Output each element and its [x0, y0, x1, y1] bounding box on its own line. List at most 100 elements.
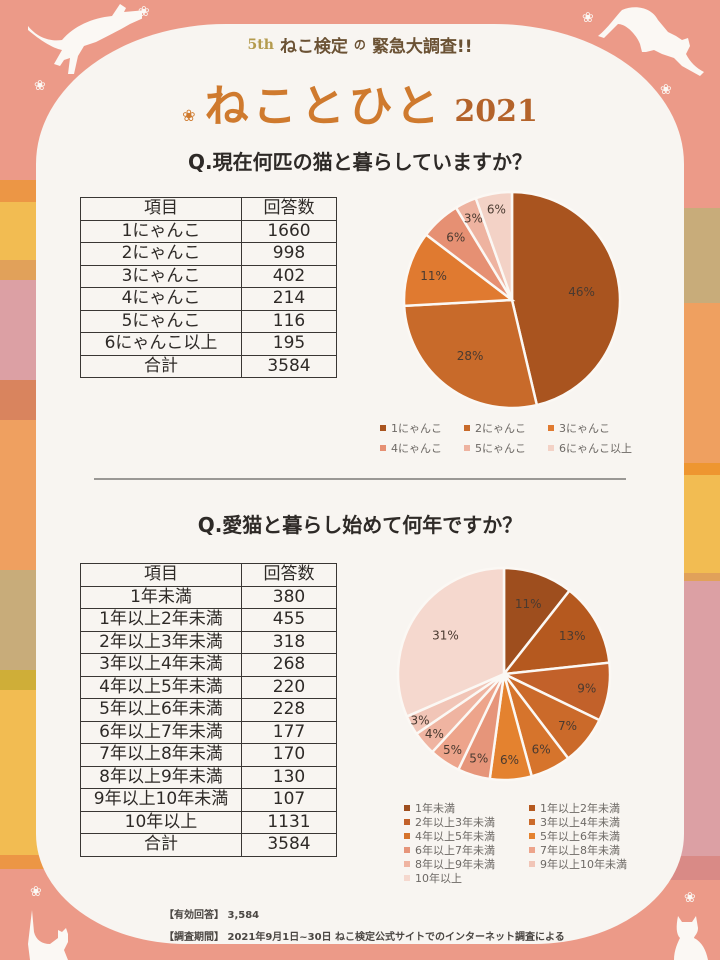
- valid-responses-note: 【有効回答】 3,584: [164, 910, 260, 921]
- table-total-row: 合計 3584: [80, 354, 337, 378]
- pie-data-label: 11%: [420, 269, 447, 283]
- paw-print-icon: ❀: [138, 4, 150, 20]
- paw-print-icon: ❀: [582, 10, 594, 26]
- item-cell: 項目: [80, 563, 242, 587]
- pie-data-label: 13%: [559, 629, 586, 643]
- table-row: 6にゃんこ以上 195: [80, 332, 337, 356]
- leaping-cat-icon: [28, 4, 142, 74]
- legend-swatch: [529, 833, 535, 839]
- legend-item: 4年以上5年未満: [404, 828, 495, 844]
- walking-cat-icon: [28, 910, 68, 960]
- legend-label: 4年以上5年未満: [415, 830, 495, 843]
- header: 5th ねこ検定 の 緊急大調査!!: [0, 32, 720, 58]
- count-cell: 回答数: [241, 563, 337, 587]
- count-cell: 998: [241, 242, 337, 266]
- paw-print-icon: ❀: [684, 890, 696, 906]
- count-cell: 220: [241, 675, 337, 699]
- legend-label: 6年以上7年未満: [415, 844, 495, 857]
- legend-label: 9年以上10年未満: [540, 858, 627, 871]
- item-cell: 4年以上5年未満: [80, 675, 242, 699]
- legend-label: 6にゃんこ以上: [559, 442, 632, 455]
- item-cell: 1にゃんこ: [80, 219, 242, 243]
- item-cell: 5にゃんこ: [80, 309, 242, 333]
- count-cell: 3584: [241, 833, 337, 857]
- count-cell: 380: [241, 585, 337, 609]
- legend-item: 3年以上4年未満: [529, 814, 620, 830]
- years-living-legend: 1年未満 1年以上2年未満 2年以上3年未満 3年以上4年未満 4年以上5年未満 5年以上…: [404, 800, 644, 890]
- legend-swatch: [404, 805, 410, 811]
- pie-slice: [501, 588, 611, 676]
- item-cell: 9年以上10年未満: [80, 788, 242, 812]
- legend-item: 4にゃんこ: [380, 440, 442, 456]
- pie-slice: [510, 190, 622, 407]
- count-cell: 195: [241, 332, 337, 356]
- stretching-cat-icon: [598, 7, 704, 76]
- table-row: 2にゃんこ 998: [80, 242, 337, 266]
- pie-data-label: 5%: [443, 743, 462, 757]
- pie-data-label: 46%: [568, 285, 595, 299]
- legend-label: 2年以上3年未満: [415, 816, 495, 829]
- pie-data-label: 11%: [515, 597, 542, 611]
- legend-item: 3にゃんこ: [548, 420, 610, 436]
- legend-item: 6にゃんこ以上: [548, 440, 632, 456]
- count-cell: 455: [241, 608, 337, 632]
- item-cell: 1年未満: [80, 585, 242, 609]
- pie-data-label: 28%: [457, 349, 484, 363]
- count-cell: 1660: [241, 219, 337, 243]
- legend-label: 1にゃんこ: [391, 422, 442, 435]
- legend-label: 8年以上9年未満: [415, 858, 495, 871]
- table-row: 1にゃんこ 1660: [80, 219, 337, 243]
- item-cell: 2年以上3年未満: [80, 630, 242, 654]
- cat-count-pie-chart: 46% 28% 11% 6% 3% 6%: [402, 190, 622, 410]
- table-row: 1年未満 380: [80, 585, 337, 609]
- legend-item: 5にゃんこ: [464, 440, 526, 456]
- main-title: ❀ ねことひと 2021: [0, 70, 720, 134]
- pie-data-label: 3%: [410, 714, 429, 728]
- legend-swatch: [404, 875, 410, 881]
- pie-data-label: 6%: [500, 753, 519, 767]
- legend-item: 6年以上7年未満: [404, 842, 495, 858]
- table-row: 8年以上9年未満 130: [80, 765, 337, 789]
- legend-item: 2年以上3年未満: [404, 814, 495, 830]
- pie-slice: [474, 190, 514, 301]
- item-cell: 8年以上9年未満: [80, 765, 242, 789]
- legend-label: 3にゃんこ: [559, 422, 610, 435]
- legend-swatch: [529, 847, 535, 853]
- pie-data-label: 7%: [558, 719, 577, 733]
- count-cell: 402: [241, 264, 337, 288]
- legend-item: 2にゃんこ: [464, 420, 526, 436]
- anniversary-badge: 5th: [247, 36, 274, 53]
- legend-label: 3年以上4年未満: [540, 816, 620, 829]
- legend-item: 8年以上9年未満: [404, 856, 495, 872]
- legend-label: 1年未満: [415, 802, 455, 815]
- pie-data-label: 31%: [432, 629, 459, 643]
- count-cell: 116: [241, 309, 337, 333]
- item-cell: 4にゃんこ: [80, 287, 242, 311]
- legend-label: 4にゃんこ: [391, 442, 442, 455]
- pie-slice: [402, 298, 539, 410]
- legend-item: 1年以上2年未満: [529, 800, 620, 816]
- legend-swatch: [529, 819, 535, 825]
- legend-item: 1年未満: [404, 800, 455, 816]
- item-cell: 6にゃんこ以上: [80, 332, 242, 356]
- cat-count-legend: 1にゃんこ 2にゃんこ 3にゃんこ 4にゃんこ 5にゃんこ 6にゃんこ以上: [380, 420, 660, 460]
- legend-swatch: [404, 847, 410, 853]
- table-row: 5にゃんこ 116: [80, 309, 337, 333]
- pie-data-label: 6%: [446, 231, 465, 245]
- table-row: 3にゃんこ 402: [80, 264, 337, 288]
- count-cell: 107: [241, 788, 337, 812]
- legend-item: 7年以上8年未満: [529, 842, 620, 858]
- pie-slice: [502, 566, 572, 678]
- count-cell: 318: [241, 630, 337, 654]
- table-row: 9年以上10年未満 107: [80, 788, 337, 812]
- sitting-cat-icon: [674, 916, 708, 960]
- item-cell: 5年以上6年未満: [80, 698, 242, 722]
- pie-data-label: 6%: [532, 742, 551, 756]
- count-cell: 228: [241, 698, 337, 722]
- years-living-pie-chart: 11% 13% 9% 7% 6% 6% 5% 5% 4%3% 31%: [396, 566, 612, 782]
- legend-swatch: [464, 425, 470, 431]
- count-cell: 214: [241, 287, 337, 311]
- years-living-table: 項目 回答数 1年未満 380 1年以上2年未満 455 2年以上3年未満 318 3年以上4年…: [80, 563, 337, 857]
- table-row: 1年以上2年未満 455: [80, 608, 337, 632]
- table-header-row: 項目 回答数: [80, 563, 337, 587]
